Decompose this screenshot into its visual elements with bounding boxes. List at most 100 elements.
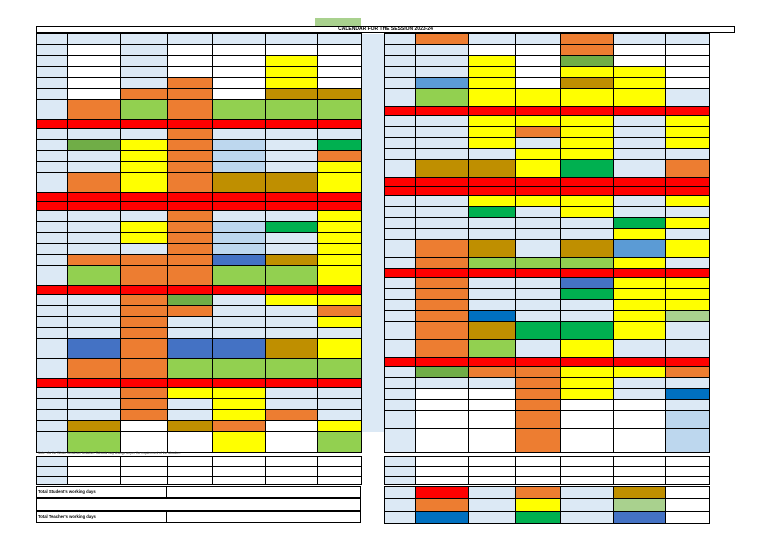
right-summary-cell bbox=[385, 512, 416, 524]
title-bar bbox=[36, 26, 735, 33]
left-calendar-cell bbox=[37, 339, 68, 359]
right-calendar-grid bbox=[384, 33, 710, 453]
right-summary-cell bbox=[561, 499, 614, 512]
left-calendar-cell bbox=[213, 432, 266, 453]
right-calendar-cell bbox=[385, 196, 416, 207]
right-calendar-cell bbox=[385, 358, 416, 367]
right-lower-cell bbox=[416, 457, 469, 467]
right-calendar-cell bbox=[469, 89, 516, 107]
left-calendar-cell bbox=[68, 339, 121, 359]
left-calendar-cell bbox=[213, 56, 266, 67]
right-calendar-cell bbox=[516, 127, 561, 138]
left-calendar-cell bbox=[266, 151, 318, 162]
right-calendar-cell bbox=[666, 107, 710, 116]
left-calendar-cell bbox=[68, 432, 121, 453]
left-calendar-cell bbox=[213, 193, 266, 202]
left-lower-cell bbox=[37, 477, 68, 485]
right-calendar-cell bbox=[385, 389, 416, 400]
right-summary-cell bbox=[385, 499, 416, 512]
right-calendar-cell bbox=[516, 269, 561, 278]
left-calendar-cell bbox=[266, 162, 318, 173]
right-calendar-cell bbox=[561, 358, 614, 367]
right-lower-cell bbox=[666, 457, 710, 467]
teachers-working-days-label: Total Teacher's working days bbox=[38, 514, 96, 519]
left-calendar-cell bbox=[266, 211, 318, 222]
right-calendar-cell bbox=[516, 258, 561, 269]
left-calendar-cell bbox=[121, 222, 168, 233]
left-calendar-cell bbox=[213, 266, 266, 286]
right-calendar-cell bbox=[516, 89, 561, 107]
right-lower-cell bbox=[516, 467, 561, 477]
left-calendar-cell bbox=[318, 89, 362, 100]
left-calendar-cell bbox=[68, 255, 121, 266]
left-calendar-cell bbox=[121, 140, 168, 151]
right-calendar-cell bbox=[614, 411, 666, 429]
right-calendar-cell bbox=[516, 34, 561, 45]
left-calendar-cell bbox=[266, 317, 318, 328]
left-calendar-cell bbox=[121, 379, 168, 388]
right-calendar-cell bbox=[516, 229, 561, 240]
left-calendar-cell bbox=[213, 388, 266, 399]
left-calendar-cell bbox=[318, 328, 362, 339]
left-calendar-cell bbox=[37, 56, 68, 67]
left-calendar-cell bbox=[121, 193, 168, 202]
left-calendar-cell bbox=[168, 140, 213, 151]
right-calendar-cell bbox=[516, 367, 561, 378]
right-calendar-cell bbox=[666, 322, 710, 340]
right-calendar-cell bbox=[385, 116, 416, 127]
left-calendar-cell bbox=[266, 193, 318, 202]
right-calendar-cell bbox=[666, 116, 710, 127]
right-calendar-cell bbox=[416, 258, 469, 269]
right-calendar-cell bbox=[614, 218, 666, 229]
right-summary-cell bbox=[516, 487, 561, 499]
right-calendar-cell bbox=[666, 67, 710, 78]
right-calendar-cell bbox=[561, 400, 614, 411]
right-calendar-cell bbox=[614, 89, 666, 107]
left-calendar-cell bbox=[266, 233, 318, 244]
left-calendar-cell bbox=[37, 295, 68, 306]
left-calendar-cell bbox=[318, 222, 362, 233]
right-calendar-cell bbox=[416, 322, 469, 340]
left-calendar-cell bbox=[68, 34, 121, 45]
left-calendar-cell bbox=[121, 67, 168, 78]
right-calendar-cell bbox=[516, 107, 561, 116]
right-calendar-cell bbox=[416, 411, 469, 429]
right-calendar-cell bbox=[416, 358, 469, 367]
right-calendar-cell bbox=[614, 178, 666, 187]
right-calendar-cell bbox=[416, 127, 469, 138]
right-calendar-cell bbox=[469, 116, 516, 127]
right-calendar-cell bbox=[469, 278, 516, 289]
left-calendar-cell bbox=[121, 151, 168, 162]
left-calendar-cell bbox=[213, 379, 266, 388]
left-calendar-cell bbox=[213, 100, 266, 120]
left-calendar-cell bbox=[121, 306, 168, 317]
right-calendar-cell bbox=[666, 278, 710, 289]
right-calendar-cell bbox=[614, 300, 666, 311]
left-calendar-cell bbox=[168, 129, 213, 140]
left-calendar-cell bbox=[37, 410, 68, 421]
right-calendar-cell bbox=[385, 149, 416, 160]
right-calendar-cell bbox=[416, 389, 469, 400]
right-calendar-cell bbox=[614, 378, 666, 389]
right-calendar-cell bbox=[416, 240, 469, 258]
left-calendar-cell bbox=[213, 421, 266, 432]
right-calendar-cell bbox=[416, 289, 469, 300]
left-calendar-cell bbox=[318, 202, 362, 211]
right-calendar-cell bbox=[516, 56, 561, 67]
right-calendar-cell bbox=[385, 67, 416, 78]
right-calendar-cell bbox=[614, 207, 666, 218]
left-lower-cell bbox=[168, 467, 213, 477]
right-calendar-cell bbox=[469, 358, 516, 367]
right-calendar-cell bbox=[385, 187, 416, 196]
right-calendar-cell bbox=[385, 78, 416, 89]
left-calendar-cell bbox=[168, 266, 213, 286]
right-calendar-cell bbox=[385, 258, 416, 269]
left-calendar-cell bbox=[168, 202, 213, 211]
left-calendar-cell bbox=[168, 34, 213, 45]
left-lower-cell bbox=[168, 457, 213, 467]
right-calendar-cell bbox=[614, 258, 666, 269]
right-calendar-cell bbox=[416, 229, 469, 240]
right-calendar-cell bbox=[614, 127, 666, 138]
left-calendar-cell bbox=[37, 129, 68, 140]
right-calendar-cell bbox=[385, 311, 416, 322]
